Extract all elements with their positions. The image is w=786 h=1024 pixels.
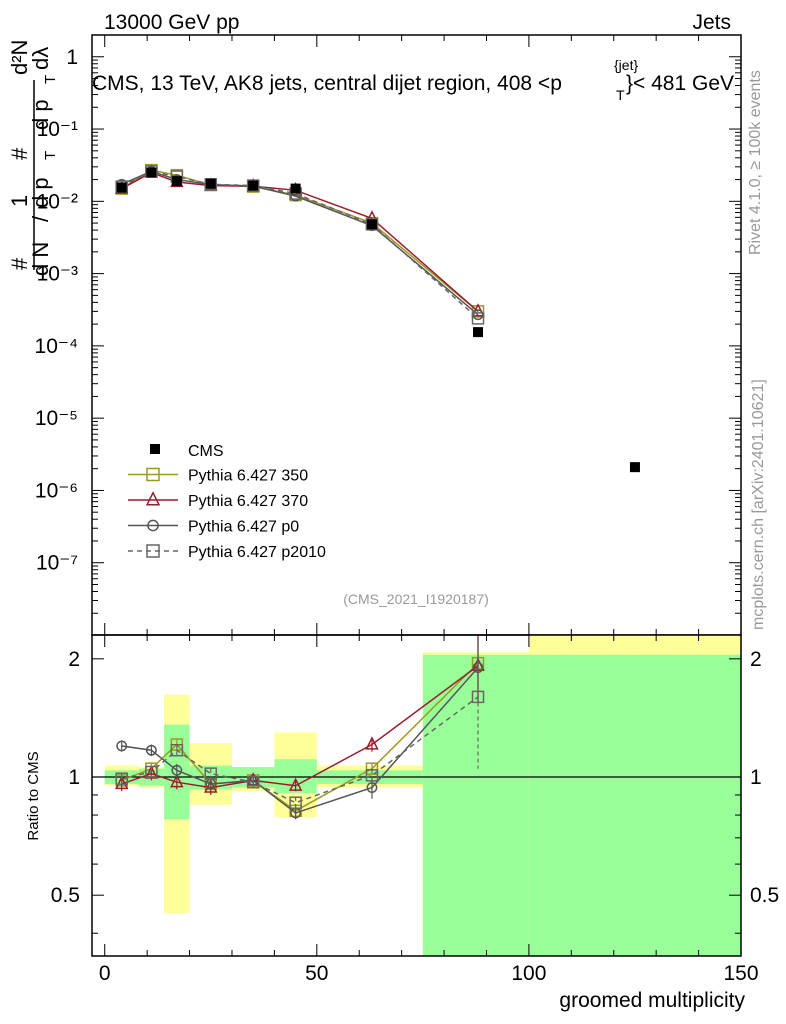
x-axis-label: groomed multiplicity [559,989,745,1012]
x-tick-label: 0 [99,962,111,985]
legend-label: Pythia 6.427 p2010 [188,544,326,561]
ratio-plot [92,635,741,956]
marker-square [146,467,160,482]
ylabel-den: d p [28,99,53,130]
stat-band [528,654,741,956]
data-point [629,462,640,473]
legend-label: Pythia 6.427 370 [188,493,308,510]
ylabel-one: 1 [7,195,32,207]
marker-square [365,769,379,782]
marker-triangle [288,777,303,791]
y-tick-label: 10⁻³ [37,263,78,286]
marker-circle [147,519,159,532]
marker-square [115,772,128,785]
marker-triangle [114,775,129,790]
title-tail: }< 481 GeV [626,72,734,95]
marker-square [289,796,302,809]
header-right: Jets [692,11,731,34]
title-sub: T [616,87,625,103]
title-main: CMS, 13 TeV, AK8 jets, central dijet reg… [92,72,562,95]
data-point [366,219,377,230]
x-tick-label: 100 [511,962,546,985]
x-tick-label: 150 [723,962,758,985]
marker-square [146,544,160,558]
ylabel-dn: d N [28,242,53,276]
y-tick-label: 10⁻² [37,190,78,213]
ratio-series-3 [115,646,485,809]
data-point [205,178,216,189]
marker-circle [366,782,378,793]
legend-marker-cms [150,444,160,454]
legend-label-cms: CMS [188,443,224,460]
rivet-label: Rivet 4.1.0, ≥ 100k events [747,70,764,255]
marker-square [471,312,485,325]
ylabel-den-sub: T [42,75,59,84]
y-tick-label: 10⁻¹ [37,118,78,141]
legend: CMS Pythia 6.427 350 Pythia 6.427 370 Pythi… [128,443,326,561]
plot-title: CMS, 13 TeV, AK8 jets, central dijet reg… [92,57,734,103]
ylabel-slash: / [28,215,53,222]
marker-triangle [145,491,161,506]
data-point [290,183,301,194]
data-point [116,182,127,193]
mcplots-label: mcplots.cern.ch [arXiv:2401.10621] [750,379,767,630]
data-point [473,327,484,338]
ratio-y-tick-label-right: 0.5 [750,884,779,907]
marker-square [204,767,218,780]
marker-square [246,775,260,789]
main-ylabel: # 1 d N / d p T # d²N d p T dλ [7,40,59,276]
marker-square [365,762,379,775]
ylabel-hash: # [7,257,32,270]
main-plot [114,163,640,473]
ylabel-dpt: d p [28,177,53,208]
marker-square [170,743,184,757]
y-tick-label: 10⁻⁴ [35,335,78,358]
ratio-frame [91,634,742,957]
legend-label: Pythia 6.427 350 [188,468,308,485]
marker-circle [171,764,183,776]
marker-triangle [204,779,218,793]
y-tick-label: 10⁻⁵ [35,407,78,430]
x-tick-label: 50 [305,962,328,985]
data-point [146,167,157,178]
ratio-y-tick-label-right: 1 [750,766,762,789]
legend-label: Pythia 6.427 p0 [188,519,299,536]
marker-triangle [170,773,184,788]
ylabel-dpt-sub: T [42,151,59,160]
data-point [171,176,182,187]
marker-triangle [365,736,379,750]
ratio-y-tick-label: 1 [68,766,80,789]
stat-band [422,654,529,956]
marker-square [246,179,260,192]
ylabel-hash2: # [7,147,32,160]
ratio-series-line [121,696,479,804]
ratio-y-tick-label: 0.5 [51,884,80,907]
marker-square [365,218,379,231]
ylabel-dl: dλ [28,47,53,70]
ratio-y-tick-label-right: 2 [750,648,762,671]
marker-square [145,765,158,779]
ratio-y-tick-label: 2 [68,648,80,671]
marker-square [471,690,485,704]
ylabel-d2n: d²N [7,40,32,75]
marker-circle [145,744,157,756]
marker-circle [116,740,128,752]
y-tick-label: 10⁻⁶ [35,479,78,502]
y-tick-label: 1 [66,46,78,69]
title-sup: {jet} [614,57,638,73]
ratio-ylabel: Ratio to CMS [25,751,42,840]
data-point [248,180,259,191]
y-tick-label: 10⁻⁷ [36,552,78,575]
analysis-id: (CMS_2021_I1920187) [343,591,489,607]
header-left: 13000 GeV pp [104,11,239,34]
